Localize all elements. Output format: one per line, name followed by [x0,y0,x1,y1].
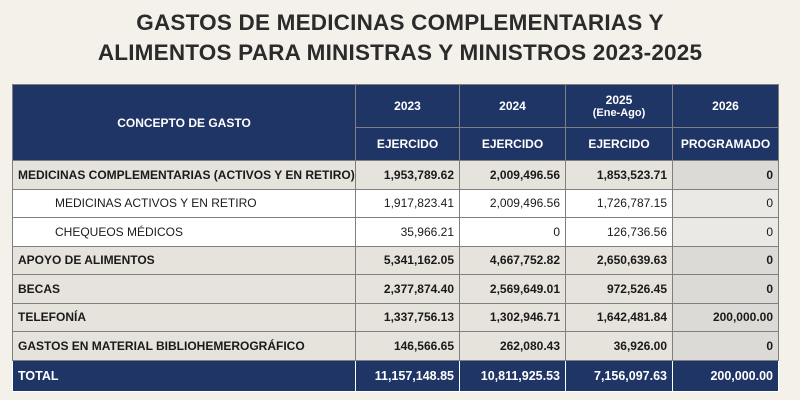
document-title: GASTOS DE MEDICINAS COMPLEMENTARIAS Y AL… [0,8,800,68]
cell-2025: 972,526.45 [565,274,673,304]
table-row: CHEQUEOS MÉDICOS 35,966.21 0 126,736.56 … [12,217,779,247]
header-year-2025: 2025 (Ene-Ago) [565,84,673,128]
header-year-2026: 2026 [672,84,779,128]
row-concept: MEDICINAS COMPLEMENTARIAS (ACTIVOS Y EN … [12,160,356,190]
row-concept: CHEQUEOS MÉDICOS [12,217,356,247]
row-concept: APOYO DE ALIMENTOS [12,245,356,275]
cell-2023: 5,341,162.05 [355,245,460,275]
cell-2023: 35,966.21 [355,217,460,247]
expense-table: CONCEPTO DE GASTO 2023 2024 2025 (Ene-Ag… [12,84,779,392]
cell-2025: 1,726,787.15 [565,188,673,218]
header-year-period: (Ene-Ago) [592,107,646,119]
header-kind-2026: PROGRAMADO [672,127,779,161]
cell-2024: 2,009,496.56 [459,188,566,218]
cell-2026: 0 [672,245,779,275]
table-row: APOYO DE ALIMENTOS 5,341,162.05 4,667,75… [12,245,779,275]
cell-2026: 200,000.00 [672,302,779,332]
cell-2024: 0 [459,217,566,247]
total-2024: 10,811,925.53 [459,359,566,392]
cell-2025: 1,853,523.71 [565,160,673,190]
total-2023: 11,157,148.85 [355,359,460,392]
cell-2024: 4,667,752.82 [459,245,566,275]
total-2026: 200,000.00 [672,359,779,392]
header-concept: CONCEPTO DE GASTO [12,84,356,161]
row-concept: GASTOS EN MATERIAL BIBLIOHEMEROGRÁFICO [12,331,356,361]
cell-2026: 0 [672,160,779,190]
row-concept: TELEFONÍA [12,302,356,332]
table-row: MEDICINAS ACTIVOS Y EN RETIRO 1,917,823.… [12,188,779,218]
header-kind-2025: EJERCIDO [565,127,673,161]
cell-2023: 146,566.65 [355,331,460,361]
row-concept: MEDICINAS ACTIVOS Y EN RETIRO [12,188,356,218]
cell-2024: 262,080.43 [459,331,566,361]
total-label: TOTAL [12,359,356,392]
row-concept: BECAS [12,274,356,304]
cell-2026: 0 [672,331,779,361]
table-row: BECAS 2,377,874.40 2,569,649.01 972,526.… [12,274,779,304]
header-row-years: CONCEPTO DE GASTO 2023 2024 2025 (Ene-Ag… [12,84,779,161]
cell-2026: 0 [672,217,779,247]
cell-2026: 0 [672,188,779,218]
header-year-label: 2024 [499,99,526,113]
total-row: TOTAL 11,157,148.85 10,811,925.53 7,156,… [12,359,779,392]
header-kind-2024: EJERCIDO [459,127,566,161]
header-year-label: 2025 [605,93,633,107]
cell-2023: 1,917,823.41 [355,188,460,218]
title-line-1: GASTOS DE MEDICINAS COMPLEMENTARIAS Y [136,10,664,35]
cell-2025: 126,736.56 [565,217,673,247]
header-kind-2023: EJERCIDO [355,127,460,161]
cell-2023: 1,953,789.62 [355,160,460,190]
cell-2024: 2,569,649.01 [459,274,566,304]
cell-2023: 2,377,874.40 [355,274,460,304]
table-row: GASTOS EN MATERIAL BIBLIOHEMEROGRÁFICO 1… [12,331,779,361]
cell-2025: 2,650,639.63 [565,245,673,275]
header-year-label: 2023 [394,99,421,113]
cell-2025: 1,642,481.84 [565,302,673,332]
cell-2023: 1,337,756.13 [355,302,460,332]
cell-2026: 0 [672,274,779,304]
cell-2024: 1,302,946.71 [459,302,566,332]
table-row: MEDICINAS COMPLEMENTARIAS (ACTIVOS Y EN … [12,160,779,190]
total-2025: 7,156,097.63 [565,359,673,392]
title-line-2: ALIMENTOS PARA MINISTRAS Y MINISTROS 202… [97,40,703,65]
header-row-kind: EJERCIDO EJERCIDO EJERCIDO PROGRAMADO [13,127,779,161]
cell-2024: 2,009,496.56 [459,160,566,190]
cell-2025: 36,926.00 [565,331,673,361]
table-row: TELEFONÍA 1,337,756.13 1,302,946.71 1,64… [12,302,779,332]
header-year-2023: 2023 [355,84,460,128]
header-year-label: 2026 [712,99,739,113]
header-year-2024: 2024 [459,84,566,128]
